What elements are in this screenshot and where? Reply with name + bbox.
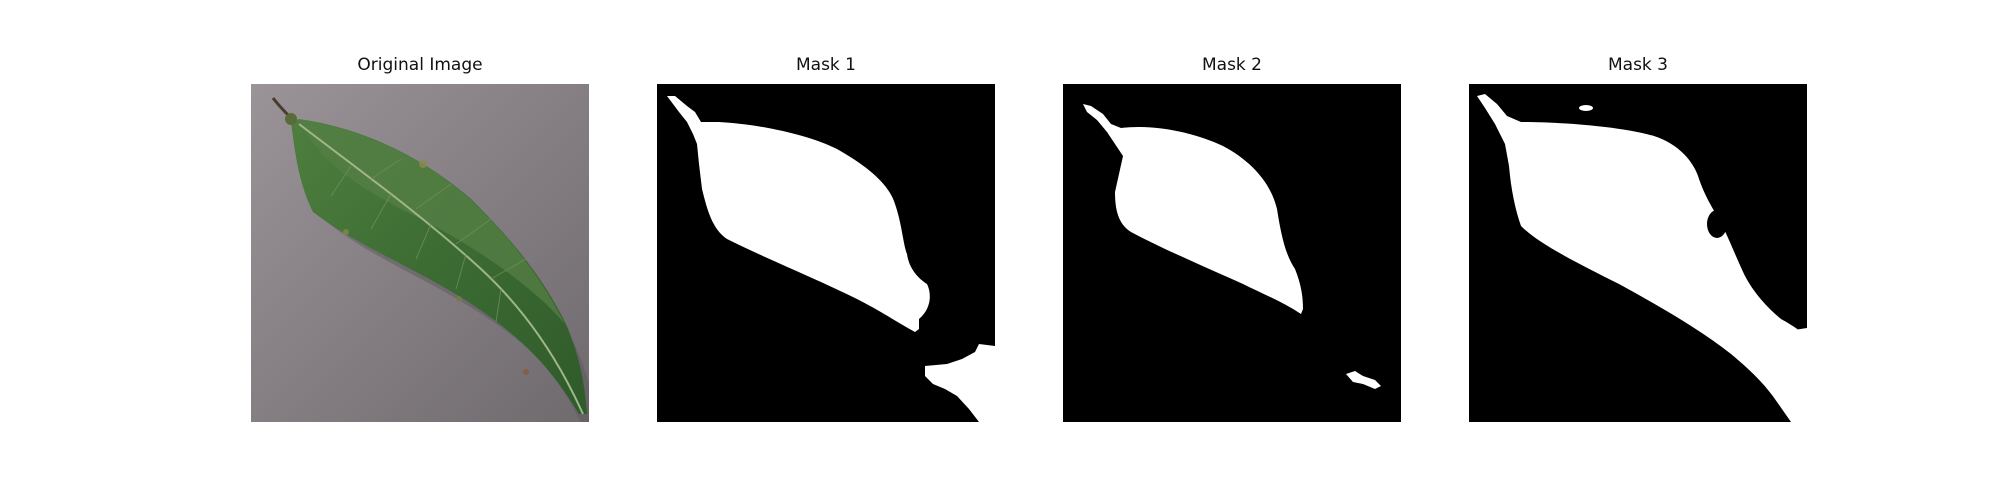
leaf-spot [456,296,462,302]
leaf-veins [330,158,527,323]
panel-original-image: Original Image [251,55,589,425]
panel-title: Mask 3 [1607,55,1668,75]
mask-3-image [1469,84,1807,422]
mask-blob [1703,251,1715,261]
mask-hole [1707,210,1727,238]
leaf-midrib [298,123,584,415]
mask-region-edge [1794,328,1807,384]
leaf-spot [419,160,427,168]
mask-blob [1579,105,1593,111]
panel-mask-3: Mask 3 [1469,55,1807,425]
leaf-spot [523,369,529,375]
mask-region-leaf [667,96,930,332]
leaf-spot [343,229,349,235]
leaf-bud [285,113,297,125]
leaf-highlight [299,120,565,324]
panel-mask-2: Mask 2 [1063,55,1401,425]
mask-region-leaf [1477,94,1807,422]
panel-mask-1: Mask 1 [657,55,995,425]
mask-2-image [1063,84,1401,422]
mask-1-image [657,84,995,422]
mask-region-leaf [1083,104,1303,314]
panel-title: Mask 1 [795,55,856,75]
leaf [291,119,587,414]
original-image [251,84,589,422]
panel-title: Mask 2 [1201,55,1262,75]
mask-region-tip [925,344,995,422]
panel-title: Original Image [357,55,483,75]
mask-region-fragment [1346,371,1381,389]
